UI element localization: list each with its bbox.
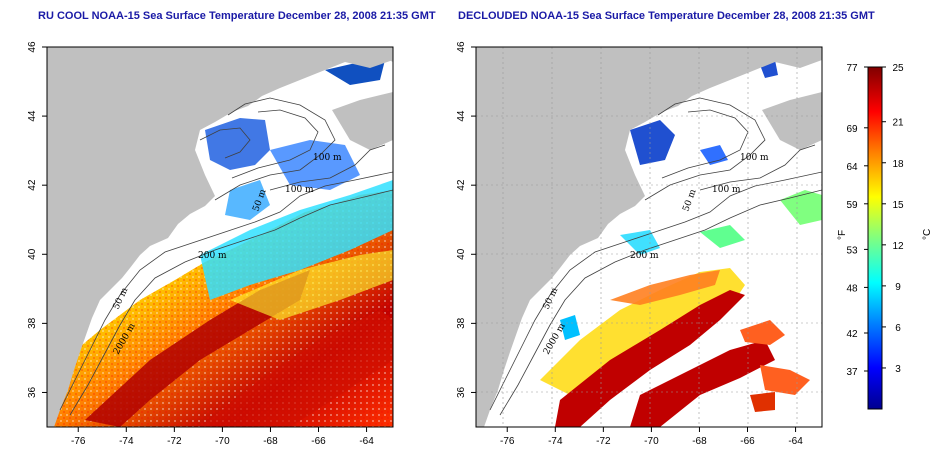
colorbar-gradient bbox=[867, 66, 883, 410]
right-map-title: DECLOUDED NOAA-15 Sea Surface Temperatur… bbox=[458, 10, 875, 22]
left-lon-ticks: -76 -74 -72 -70 -68 -66 -64 bbox=[71, 427, 374, 447]
colorbar-celsius-tick-label: 9 bbox=[895, 282, 901, 293]
left-bathymetry-contours bbox=[59, 97, 393, 416]
right-contour-label-200m: 200 m bbox=[630, 251, 659, 261]
right-lat-ticks: 36 38 40 42 44 46 bbox=[456, 41, 476, 398]
left-contour-label-200m: 200 m bbox=[198, 251, 227, 261]
left-contour-label-100m: 100 m bbox=[285, 185, 314, 195]
colorbar-celsius-tick-label: 15 bbox=[892, 200, 904, 211]
colorbar-celsius-tick-label: 21 bbox=[892, 118, 904, 129]
right-lat-tick-label: 40 bbox=[456, 248, 467, 260]
left-lat-tick-label: 36 bbox=[27, 386, 38, 398]
left-map-frame bbox=[46, 46, 394, 428]
colorbar-celsius-tick-label: 6 bbox=[895, 323, 901, 334]
right-land bbox=[476, 47, 822, 427]
colorbar-fahrenheit-ticks: 77 69 64 59 53 48 42 37 bbox=[846, 63, 868, 378]
right-lat-tick-label: 36 bbox=[456, 386, 467, 398]
colorbar-fahrenheit-tick-label: 77 bbox=[846, 63, 858, 74]
colorbar-fahrenheit-unit: °F bbox=[837, 230, 848, 240]
right-grid bbox=[476, 47, 822, 427]
colorbar-fahrenheit-tick-label: 53 bbox=[846, 245, 858, 256]
left-lon-tick-label: -74 bbox=[119, 436, 134, 447]
left-lat-ticks: 36 38 40 42 44 46 bbox=[27, 41, 47, 398]
left-lat-tick-label: 46 bbox=[27, 41, 38, 53]
left-map: 100 m 100 m 50 m 200 m 50 m 2000 m -76 -7… bbox=[27, 41, 394, 447]
left-lon-tick-label: -70 bbox=[215, 436, 230, 447]
right-lon-tick-label: -72 bbox=[596, 436, 611, 447]
right-map-frame bbox=[475, 46, 823, 428]
right-contour-label-100m-north: 100 m bbox=[740, 153, 769, 163]
right-lat-tick-label: 42 bbox=[456, 179, 467, 191]
right-map: 100 m 100 m 50 m 200 m 50 m 2000 m -76 -7… bbox=[456, 41, 823, 447]
right-lon-tick-label: -70 bbox=[644, 436, 659, 447]
colorbar-fahrenheit-tick-label: 42 bbox=[846, 329, 858, 340]
left-lon-tick-label: -76 bbox=[71, 436, 86, 447]
left-contour-label-100m-north: 100 m bbox=[313, 153, 342, 163]
colorbar-celsius-unit: °C bbox=[922, 229, 933, 240]
colorbar-celsius-tick-label: 12 bbox=[892, 241, 904, 252]
right-lon-tick-label: -76 bbox=[500, 436, 515, 447]
colorbar-celsius-ticks: 25 21 18 15 12 9 6 3 bbox=[882, 63, 904, 375]
right-bathymetry-contours bbox=[489, 97, 822, 416]
left-map-title: RU COOL NOAA-15 Sea Surface Temperature … bbox=[38, 10, 436, 22]
colorbar: 77 69 64 59 53 48 42 37 25 21 18 15 12 9 6 3 °F °C bbox=[837, 63, 933, 410]
colorbar-celsius-tick-label: 18 bbox=[892, 159, 904, 170]
right-lon-tick-label: -64 bbox=[788, 436, 803, 447]
right-lat-tick-label: 44 bbox=[456, 110, 467, 122]
left-lon-tick-label: -64 bbox=[359, 436, 374, 447]
left-lat-tick-label: 40 bbox=[27, 248, 38, 260]
colorbar-fahrenheit-tick-label: 69 bbox=[846, 124, 858, 135]
left-lon-tick-label: -68 bbox=[263, 436, 278, 447]
colorbar-celsius-tick-label: 25 bbox=[892, 63, 904, 74]
left-lon-tick-label: -72 bbox=[167, 436, 182, 447]
right-lon-ticks: -76 -74 -72 -70 -68 -66 -64 bbox=[500, 427, 803, 447]
colorbar-celsius-tick-label: 3 bbox=[895, 364, 901, 375]
colorbar-fahrenheit-tick-label: 59 bbox=[846, 200, 858, 211]
colorbar-fahrenheit-tick-label: 64 bbox=[846, 162, 858, 173]
right-lat-tick-label: 38 bbox=[456, 317, 467, 329]
left-lat-tick-label: 38 bbox=[27, 317, 38, 329]
right-sst-field bbox=[540, 268, 745, 400]
left-lat-tick-label: 42 bbox=[27, 179, 38, 191]
left-land bbox=[47, 47, 393, 427]
right-lon-tick-label: -68 bbox=[692, 436, 707, 447]
left-lon-tick-label: -66 bbox=[311, 436, 326, 447]
right-lat-tick-label: 46 bbox=[456, 41, 467, 53]
right-lon-tick-label: -74 bbox=[548, 436, 563, 447]
colorbar-fahrenheit-tick-label: 37 bbox=[846, 367, 858, 378]
right-lon-tick-label: -66 bbox=[740, 436, 755, 447]
colorbar-fahrenheit-tick-label: 48 bbox=[846, 283, 858, 294]
left-cold-patches bbox=[205, 118, 270, 170]
left-lat-tick-label: 44 bbox=[27, 110, 38, 122]
right-contour-label-100m: 100 m bbox=[712, 185, 741, 195]
